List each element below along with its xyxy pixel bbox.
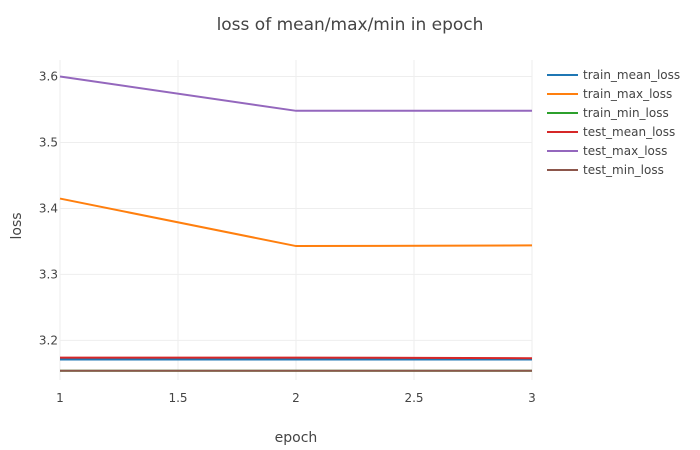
x-tick-label: 1 xyxy=(56,391,64,405)
y-axis-label: loss xyxy=(9,212,25,239)
x-tick-label: 1.5 xyxy=(168,391,187,405)
legend-item-train-min-loss[interactable]: train_min_loss xyxy=(547,106,669,120)
legend-label: test_max_loss xyxy=(583,144,667,158)
grid xyxy=(59,60,533,380)
x-tick-label: 2 xyxy=(292,391,300,405)
x-axis-label: epoch xyxy=(275,430,318,446)
x-tick-label: 3 xyxy=(528,391,536,405)
y-tick-label: 3.2 xyxy=(39,333,58,347)
y-tick-label: 3.5 xyxy=(39,135,58,149)
y-tick-label: 3.4 xyxy=(39,201,58,215)
y-tick-label: 3.3 xyxy=(39,267,58,281)
legend-label: train_min_loss xyxy=(583,106,669,120)
legend-label: test_min_loss xyxy=(583,163,664,177)
legend-label: train_mean_loss xyxy=(583,68,680,82)
axis-ticks: 1 1.5 2 2.5 3 3.2 3.3 3.4 3.5 3.6 xyxy=(39,69,536,405)
y-tick-label: 3.6 xyxy=(39,69,58,83)
legend-item-test-max-loss[interactable]: test_max_loss xyxy=(547,144,667,158)
legend-label: test_mean_loss xyxy=(583,125,675,139)
legend-item-test-mean-loss[interactable]: test_mean_loss xyxy=(547,125,675,139)
legend-item-train-max-loss[interactable]: train_max_loss xyxy=(547,87,672,101)
chart-title: loss of mean/max/min in epoch xyxy=(217,15,484,35)
x-tick-label: 2.5 xyxy=(404,391,423,405)
series-line-test-max-loss xyxy=(59,75,532,112)
series-line-test-mean-loss xyxy=(60,356,533,360)
series-line-train-max-loss xyxy=(59,197,533,248)
legend-label: train_max_loss xyxy=(583,87,672,101)
series-lines xyxy=(59,75,533,372)
legend-item-test-min-loss[interactable]: test_min_loss xyxy=(547,163,664,177)
legend[interactable]: train_mean_loss train_max_loss train_min_l… xyxy=(547,68,680,177)
legend-item-train-mean-loss[interactable]: train_mean_loss xyxy=(547,68,680,82)
